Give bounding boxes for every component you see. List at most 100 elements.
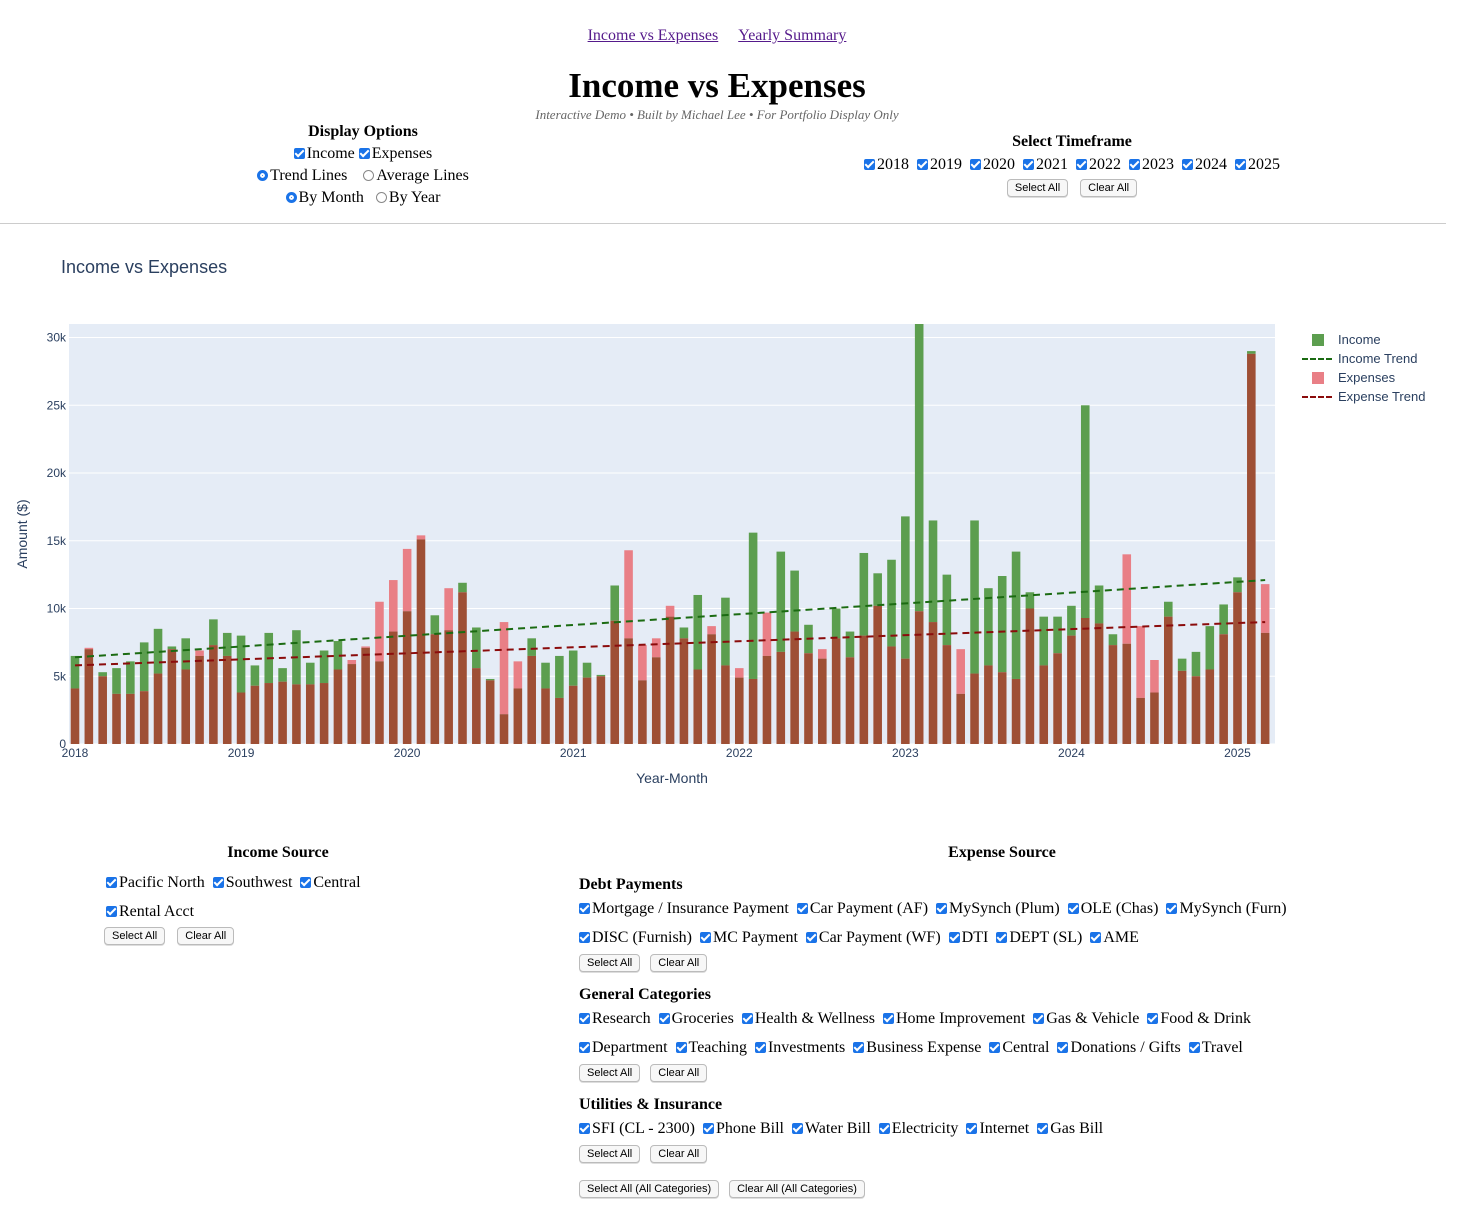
utility-checkbox-1[interactable]: Phone Bill (702, 1120, 784, 1137)
overlap-bar[interactable] (70, 688, 80, 744)
checkbox-icon[interactable] (996, 932, 1008, 943)
checkbox-icon[interactable] (293, 148, 305, 159)
nav-yearly-summary-link[interactable]: Yearly Summary (738, 27, 847, 44)
general-checkbox-8[interactable]: Investments (754, 1039, 845, 1056)
checkbox-icon[interactable] (878, 1123, 890, 1134)
income-trend-line[interactable] (74, 579, 1266, 659)
income-bar[interactable] (1094, 585, 1104, 624)
overlap-bar[interactable] (707, 634, 716, 744)
clear-all-categories-button[interactable]: Clear All (All Categories) (729, 1180, 865, 1198)
debt-clear-all-button[interactable]: Clear All (650, 954, 708, 972)
overlap-bar[interactable] (818, 658, 827, 744)
checkbox-icon[interactable] (1182, 159, 1193, 170)
general-checkbox-7[interactable]: Teaching (675, 1039, 747, 1056)
overlap-bar[interactable] (472, 668, 481, 744)
radio-icon[interactable] (375, 192, 387, 203)
general-checkbox-12[interactable]: Travel (1188, 1039, 1243, 1056)
checkbox-icon[interactable] (358, 148, 370, 159)
overlap-bar[interactable] (126, 693, 135, 744)
income-bar[interactable] (721, 597, 730, 666)
income-bar[interactable] (914, 324, 924, 612)
checkbox-icon[interactable] (300, 877, 312, 888)
income-bar[interactable] (845, 631, 855, 658)
checkbox-icon[interactable] (579, 903, 590, 914)
expense-bar[interactable] (665, 605, 675, 617)
checkbox-icon[interactable] (1076, 159, 1087, 170)
income-bar[interactable] (1163, 601, 1173, 617)
income-bar[interactable] (112, 668, 121, 694)
income-bar[interactable] (748, 532, 758, 679)
general-checkbox-11[interactable]: Donations / Gifts (1057, 1039, 1181, 1056)
general-select-all-button[interactable]: Select All (579, 1064, 641, 1082)
income-bar[interactable] (997, 576, 1007, 673)
checkbox-icon[interactable] (864, 159, 875, 170)
year-checkbox-2[interactable]: 2020 (970, 156, 1015, 173)
overlap-bar[interactable] (1122, 643, 1132, 744)
income-bar[interactable] (98, 672, 107, 677)
income-clear-all-button[interactable]: Clear All (177, 927, 235, 945)
overlap-bar[interactable] (624, 638, 633, 744)
overlap-bar[interactable] (693, 669, 703, 744)
overlap-bar[interactable] (264, 683, 274, 744)
expense-bar[interactable] (1150, 660, 1159, 693)
legend-item-expenses[interactable]: Expenses (1302, 368, 1425, 387)
by-month-radio[interactable]: By Month (285, 189, 364, 206)
general-checkbox-9[interactable]: Business Expense (853, 1039, 981, 1056)
expense-bar[interactable] (361, 646, 370, 648)
overlap-bar[interactable] (845, 657, 855, 744)
income-bar[interactable] (831, 608, 841, 639)
debt-checkbox-8[interactable]: DTI (948, 929, 988, 946)
expense-bar[interactable] (402, 548, 412, 612)
income-bar[interactable] (1191, 651, 1201, 677)
overlap-bar[interactable] (734, 677, 744, 744)
debt-checkbox-5[interactable]: DISC (Furnish) (579, 929, 692, 946)
year-checkbox-1[interactable]: 2019 (917, 156, 962, 173)
income-bar[interactable] (541, 662, 550, 689)
checkbox-icon[interactable] (1188, 1042, 1200, 1053)
general-clear-all-button[interactable]: Clear All (650, 1064, 708, 1082)
overlap-bar[interactable] (1260, 632, 1270, 744)
general-checkbox-0[interactable]: Research (579, 1010, 651, 1027)
expense-bar[interactable] (762, 612, 772, 656)
income-bar[interactable] (1219, 604, 1228, 635)
checkbox-icon[interactable] (1147, 1013, 1159, 1024)
debt-checkbox-3[interactable]: OLE (Chas) (1067, 900, 1158, 917)
expense-bar[interactable] (389, 580, 398, 632)
overlap-bar[interactable] (679, 638, 689, 744)
overlap-bar[interactable] (638, 680, 647, 744)
checkbox-icon[interactable] (579, 1123, 590, 1134)
overlap-bar[interactable] (997, 672, 1007, 744)
year-checkbox-7[interactable]: 2025 (1235, 156, 1280, 173)
utilities-clear-all-button[interactable]: Clear All (650, 1145, 708, 1163)
trend-lines-radio[interactable]: Trend Lines (257, 167, 347, 184)
income-expenses-chart[interactable]: 0 5k 10k 15k 20k 25k 30k 2018 2019 2020 2021 2022 20… (0, 280, 1300, 800)
overlap-bar[interactable] (236, 692, 246, 744)
overlap-bar[interactable] (458, 592, 467, 744)
checkbox-icon[interactable] (579, 932, 590, 943)
income-bar[interactable] (1039, 616, 1049, 666)
income-bar[interactable] (458, 582, 467, 593)
income-bar[interactable] (942, 574, 952, 646)
overlap-bar[interactable] (665, 616, 675, 744)
debt-checkbox-0[interactable]: Mortgage / Insurance Payment (579, 900, 789, 917)
overlap-bar[interactable] (582, 677, 592, 744)
checkbox-icon[interactable] (675, 1042, 687, 1053)
income-bar[interactable] (596, 674, 606, 677)
overlap-bar[interactable] (361, 647, 370, 744)
radio-icon[interactable] (363, 170, 375, 181)
legend-item-expense-trend[interactable]: Expense Trend (1302, 387, 1425, 406)
expense-bar[interactable] (444, 588, 453, 631)
income-bar[interactable] (1025, 592, 1035, 609)
by-year-radio[interactable]: By Year (375, 189, 440, 206)
debt-select-all-button[interactable]: Select All (579, 954, 641, 972)
expense-bar[interactable] (375, 601, 384, 662)
income-source-checkbox-1[interactable]: Southwest (212, 874, 292, 891)
overlap-bar[interactable] (98, 676, 107, 744)
income-bar[interactable] (901, 516, 910, 659)
expense-bar[interactable] (416, 535, 426, 540)
overlap-bar[interactable] (1094, 623, 1104, 744)
income-bar[interactable] (139, 642, 149, 692)
checkbox-icon[interactable] (754, 1042, 766, 1053)
overlap-bar[interactable] (527, 655, 536, 744)
overlap-bar[interactable] (513, 688, 523, 744)
